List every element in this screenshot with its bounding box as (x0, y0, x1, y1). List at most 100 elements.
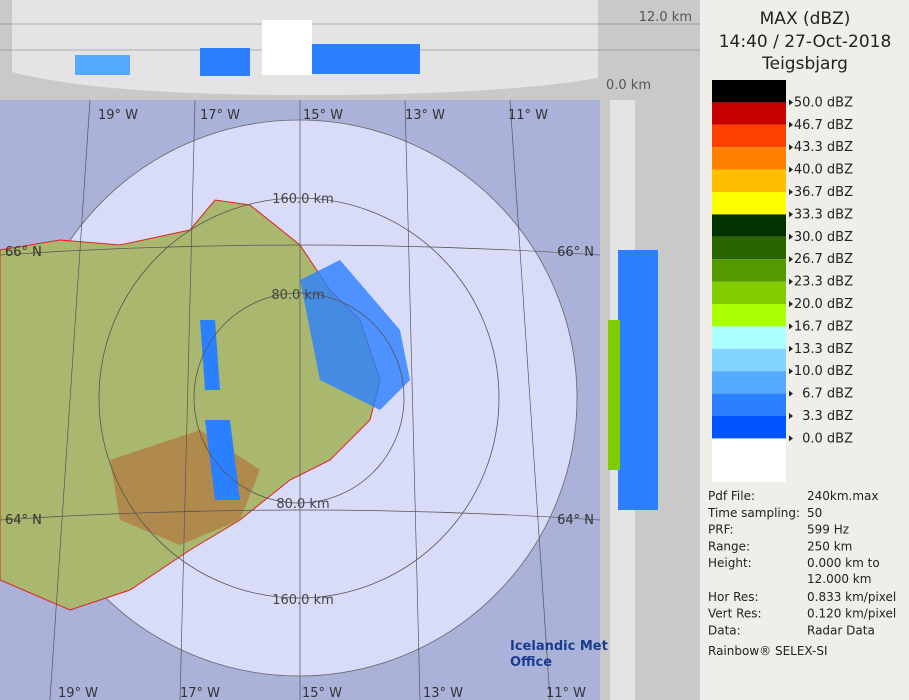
legend-label: 16.7 dBZ (794, 319, 853, 334)
echo (200, 320, 220, 390)
info-label: Hor Res: (708, 590, 759, 604)
no-data-swatch (712, 438, 786, 482)
legend-swatch (712, 169, 786, 192)
info-value: 0.833 km/pixel (807, 590, 896, 604)
lat-label: 64° N (557, 513, 594, 528)
lon-label: 11° W (546, 686, 586, 700)
info-value: 250 km (807, 539, 852, 553)
legend-tick (789, 144, 793, 151)
info-value: 0.000 km to (807, 556, 880, 570)
lon-label: 15° W (302, 686, 342, 700)
legend-label: 30.0 dBZ (794, 230, 853, 245)
legend-tick (789, 211, 793, 218)
echo (262, 20, 312, 75)
legend-swatch (712, 147, 786, 170)
info-value: 0.120 km/pixel (807, 607, 896, 621)
lat-label: 66° N (557, 245, 594, 260)
legend-label: 43.3 dBZ (794, 140, 853, 155)
legend-label: 50.0 dBZ (794, 95, 853, 110)
legend-tick (789, 345, 793, 352)
lon-label: 17° W (200, 108, 240, 123)
footer: Rainbow® SELEX-SI (708, 644, 828, 658)
legend-swatch (712, 259, 786, 282)
info-value: 50 (807, 506, 822, 520)
legend-label: 33.3 dBZ (794, 207, 853, 222)
legend-label: 20.0 dBZ (794, 297, 853, 312)
legend-swatch (712, 214, 786, 237)
legend-swatch (712, 80, 786, 103)
range-label: 80.0 km (276, 497, 329, 512)
echo (608, 320, 620, 470)
info-value: 12.000 km (807, 572, 871, 586)
legend-label: 36.7 dBZ (794, 185, 853, 200)
legend-tick (789, 256, 793, 263)
info-label: Vert Res: (708, 607, 762, 621)
site: Teigsbjarg (761, 54, 848, 74)
legend-swatch (712, 124, 786, 148)
lon-label: 13° W (423, 686, 463, 700)
legend-swatch (712, 348, 786, 372)
lon-label: 17° W (180, 686, 220, 700)
info-label: Pdf File: (708, 489, 755, 503)
info-value: 599 Hz (807, 523, 849, 537)
legend-tick (789, 413, 793, 419)
legend-tick (789, 435, 793, 442)
legend-swatch (712, 236, 786, 260)
time: 14:40 / 27-Oct-2018 (719, 32, 892, 52)
legend-swatch (712, 326, 786, 349)
range-label: 80.0 km (271, 288, 324, 303)
legend-label: 3.3 dBZ (802, 409, 853, 424)
legend-label: 26.7 dBZ (794, 252, 853, 267)
info-value: Radar Data (807, 623, 875, 637)
legend-swatch (712, 281, 786, 304)
legend-label: 13.3 dBZ (794, 342, 853, 357)
lon-label: 11° W (508, 108, 548, 123)
legend-tick (789, 166, 793, 173)
lat-label: 66° N (5, 245, 42, 260)
legend-label: 40.0 dBZ (794, 163, 853, 178)
lon-label: 19° W (98, 108, 138, 123)
legend-swatch (712, 192, 786, 215)
legend-swatch (712, 393, 786, 416)
legend-tick (789, 189, 793, 195)
echo (205, 420, 240, 500)
range-ring (193, 292, 405, 504)
legend-swatch (712, 371, 786, 394)
range-label: 160.0 km (272, 593, 334, 608)
echo (75, 55, 130, 75)
legend-tick (789, 278, 793, 285)
graticule (0, 99, 601, 700)
range-label: 160.0 km (272, 192, 334, 207)
legend-label: 0.0 dBZ (802, 431, 853, 446)
info-label: Range: (708, 539, 750, 553)
info-label: Time sampling: (707, 506, 800, 520)
logo-text: Icelandic Met (510, 639, 608, 654)
lon-label: 15° W (303, 108, 343, 123)
legend-tick (789, 368, 793, 375)
logo-text: Office (510, 655, 552, 670)
legend-swatch (712, 416, 786, 439)
legend-tick (789, 301, 793, 307)
legend-label: 6.7 dBZ (802, 387, 853, 402)
lat-label: 64° N (5, 513, 42, 528)
info-value: 240km.max (807, 489, 879, 503)
profile-label: 12.0 km (639, 10, 692, 25)
echo (300, 260, 410, 410)
legend-tick (789, 99, 793, 106)
legend-swatch (712, 102, 786, 125)
legend-tick (789, 390, 793, 397)
lon-label: 19° W (58, 686, 98, 700)
info-label: PRF: (708, 523, 734, 537)
legend-label: 46.7 dBZ (794, 118, 853, 133)
legend-label: 10.0 dBZ (794, 364, 853, 379)
lon-label: 13° W (405, 108, 445, 123)
legend-label: 23.3 dBZ (794, 275, 853, 290)
profile-label: 0.0 km (606, 78, 651, 93)
range-ring (98, 197, 500, 599)
legend-swatch (712, 304, 786, 327)
info-label: Data: (708, 623, 741, 637)
info-label: Height: (708, 556, 752, 570)
echo (618, 250, 658, 510)
echo (200, 48, 250, 76)
